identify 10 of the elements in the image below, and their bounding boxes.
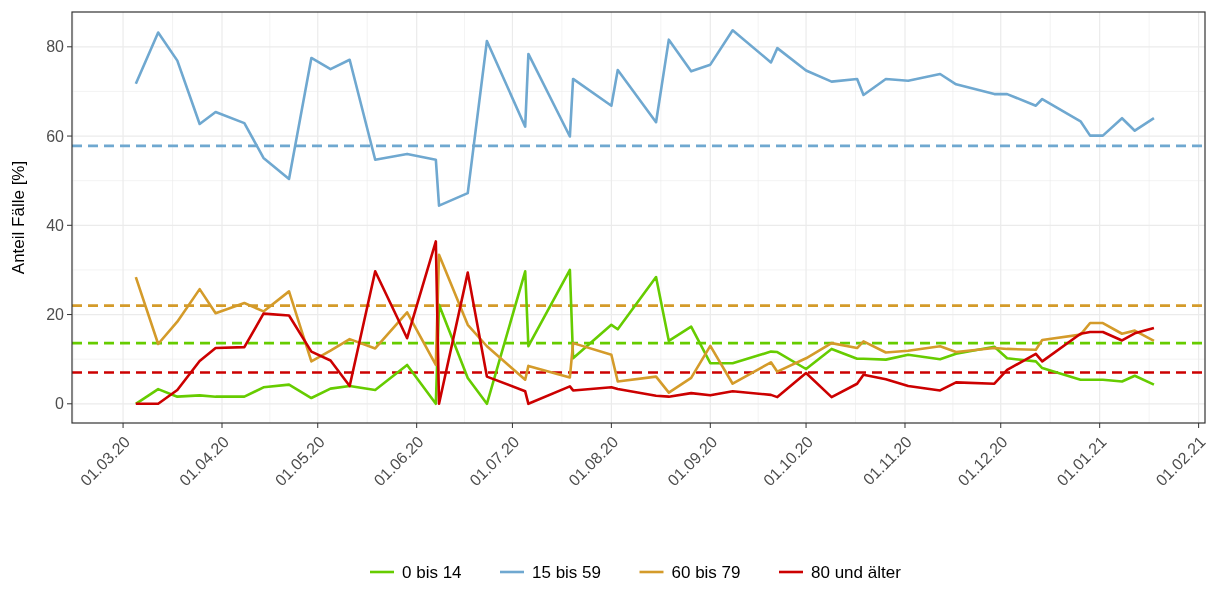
y-tick-label: 40 bbox=[46, 216, 65, 234]
y-tick-label: 20 bbox=[46, 306, 65, 324]
legend-label: 60 bis 79 bbox=[671, 563, 741, 582]
legend-label: 15 bis 59 bbox=[532, 563, 601, 582]
y-tick-label: 80 bbox=[46, 38, 65, 56]
y-axis-title: Anteil Fälle [%] bbox=[9, 160, 28, 275]
legend-label: 80 und älter bbox=[811, 563, 902, 582]
y-tick-label: 60 bbox=[46, 127, 65, 145]
y-tick-label: 0 bbox=[55, 395, 65, 413]
legend-label: 0 bis 14 bbox=[402, 563, 462, 582]
